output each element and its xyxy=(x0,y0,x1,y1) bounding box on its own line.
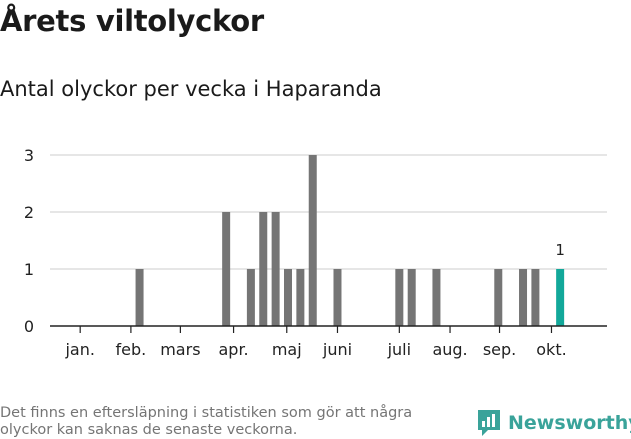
bar xyxy=(531,269,540,326)
x-tick-label: jan. xyxy=(64,340,94,359)
y-tick-label: 2 xyxy=(24,203,34,222)
bar xyxy=(494,269,503,326)
x-tick-label: juli xyxy=(387,340,411,359)
x-tick-label: okt. xyxy=(536,340,566,359)
bar xyxy=(407,269,416,326)
x-tick-label: aug. xyxy=(432,340,467,359)
bar xyxy=(395,269,404,326)
bar xyxy=(284,269,292,326)
data-label: 1 xyxy=(555,241,565,259)
footnote: Det finns en eftersläpning i statistiken… xyxy=(0,405,413,438)
bar-chart: 0 1 2 3 1 jan. feb. mars apr. maj juni juli aug. sep.… xyxy=(24,146,607,359)
bar xyxy=(519,269,528,326)
x-tick-label: mars xyxy=(160,340,200,359)
bar xyxy=(556,269,565,326)
newsworthy-logo-icon xyxy=(478,410,500,436)
x-tick-label: sep. xyxy=(483,340,516,359)
x-tick-label: feb. xyxy=(116,340,147,359)
x-tick-label: maj xyxy=(272,340,302,359)
brand-name: Newsworthy xyxy=(508,412,631,434)
chart-title: Årets viltolyckor xyxy=(0,4,264,38)
bar xyxy=(308,155,317,326)
brand-logo[interactable]: Newsworthy xyxy=(476,408,631,438)
bar xyxy=(271,212,280,326)
bar xyxy=(259,212,268,326)
x-tick-label: juni xyxy=(322,340,352,359)
bar xyxy=(333,269,342,326)
y-tick-label: 0 xyxy=(24,317,34,336)
bar xyxy=(135,269,144,326)
x-tick-label: apr. xyxy=(218,340,248,359)
bar xyxy=(222,212,231,326)
bar xyxy=(296,269,305,326)
bar xyxy=(246,269,255,326)
y-tick-label: 1 xyxy=(24,260,34,279)
chart-subtitle: Antal olyckor per vecka i Haparanda xyxy=(0,77,382,101)
bar xyxy=(432,269,441,326)
y-tick-label: 3 xyxy=(24,146,34,165)
